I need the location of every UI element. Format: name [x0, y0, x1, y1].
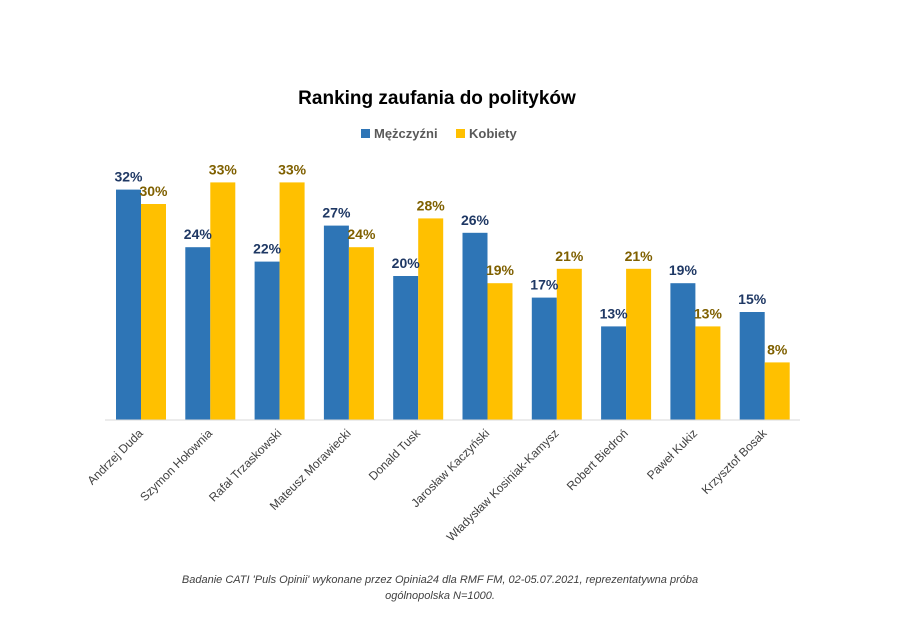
bar-women-andrzej-duda [141, 204, 166, 420]
bar-women-rafal-trzaskowski [279, 182, 305, 420]
bar-men-donald-tusk [393, 276, 419, 420]
bar-women-jaroslaw-kaczynski [487, 283, 513, 420]
value-label-women-andrzej-duda: 30% [139, 183, 168, 199]
bar-women-robert-biedron [626, 268, 652, 420]
value-label-women-mateusz-morawiecki: 24% [347, 226, 376, 242]
value-label-women-krzysztof-bosak: 8% [767, 341, 788, 357]
legend-swatch-men [361, 129, 370, 138]
category-label-krzysztof-bosak: Krzysztof Bosak [699, 426, 770, 497]
chart-title: Ranking zaufania do polityków [298, 88, 576, 109]
category-label-pawel-kukiz: Paweł Kukiz [644, 426, 700, 482]
bar-men-krzysztof-bosak [739, 312, 765, 420]
bar-men-rafal-trzaskowski [254, 261, 280, 420]
value-labels-group: 32%30% 24% 33% 22% 33% 27% 24% 20% 28% 26% 19% 17% 2… [114, 161, 787, 357]
value-label-men-pawel-kukiz: 19% [669, 262, 698, 278]
bar-women-szymon-holownia [210, 182, 236, 420]
value-label-men-robert-biedron: 13% [600, 305, 629, 321]
bar-men-szymon-holownia [185, 247, 211, 420]
value-label-men-rafal-trzaskowski: 22% [253, 241, 282, 257]
legend-label-women: Kobiety [469, 126, 517, 141]
bar-women-krzysztof-bosak [764, 362, 790, 420]
value-label-men-krzysztof-bosak: 15% [738, 291, 767, 307]
bar-men-wladyslaw-kosiniak-kamysz [531, 297, 557, 420]
category-label-szymon-holownia: Szymon Hołownia [137, 426, 215, 504]
value-label-men-donald-tusk: 20% [392, 255, 421, 271]
value-label-women-rafal-trzaskowski: 33% [278, 161, 307, 177]
bar-women-donald-tusk [418, 218, 444, 420]
value-label-women-donald-tusk: 28% [417, 197, 446, 213]
source-note: Badanie CATI 'Puls Opinii' wykonane prze… [181, 574, 699, 602]
value-label-men-wladyslaw-kosiniak-kamysz: 17% [530, 277, 559, 293]
category-label-wladyslaw-kosiniak-kamysz: Władysław Kosiniak-Kamysz [444, 426, 562, 544]
bar-men-mateusz-morawiecki [323, 225, 349, 420]
bar-men-robert-biedron [601, 326, 627, 420]
legend-label-men: Mężczyźni [374, 126, 438, 141]
value-label-women-jaroslaw-kaczynski: 19% [486, 262, 515, 278]
value-label-women-robert-biedron: 21% [625, 248, 654, 264]
category-label-donald-tusk: Donald Tusk [366, 426, 424, 484]
bar-women-wladyslaw-kosiniak-kamysz [556, 268, 582, 420]
bar-women-mateusz-morawiecki [348, 247, 374, 420]
category-label-andrzej-duda: Andrzej Duda [84, 426, 146, 488]
value-label-men-szymon-holownia: 24% [184, 226, 213, 242]
bar-men-pawel-kukiz [670, 283, 696, 420]
bar-men-andrzej-duda [116, 189, 141, 420]
category-label-robert-biedron: Robert Biedroń [564, 426, 631, 493]
legend: Mężczyźni Kobiety [361, 126, 517, 141]
bar-women-pawel-kukiz [695, 326, 721, 420]
legend-swatch-women [456, 129, 465, 138]
value-label-women-wladyslaw-kosiniak-kamysz: 21% [555, 248, 584, 264]
value-label-men-andrzej-duda: 32% [114, 169, 143, 185]
bars-group [116, 182, 790, 420]
value-label-men-jaroslaw-kaczynski: 26% [461, 212, 490, 228]
value-label-men-mateusz-morawiecki: 27% [322, 205, 351, 221]
value-label-women-szymon-holownia: 33% [209, 161, 238, 177]
value-label-women-pawel-kukiz: 13% [694, 305, 723, 321]
category-label-rafal-trzaskowski: Rafał Trzaskowski [206, 426, 284, 504]
bar-men-jaroslaw-kaczynski [462, 232, 488, 420]
